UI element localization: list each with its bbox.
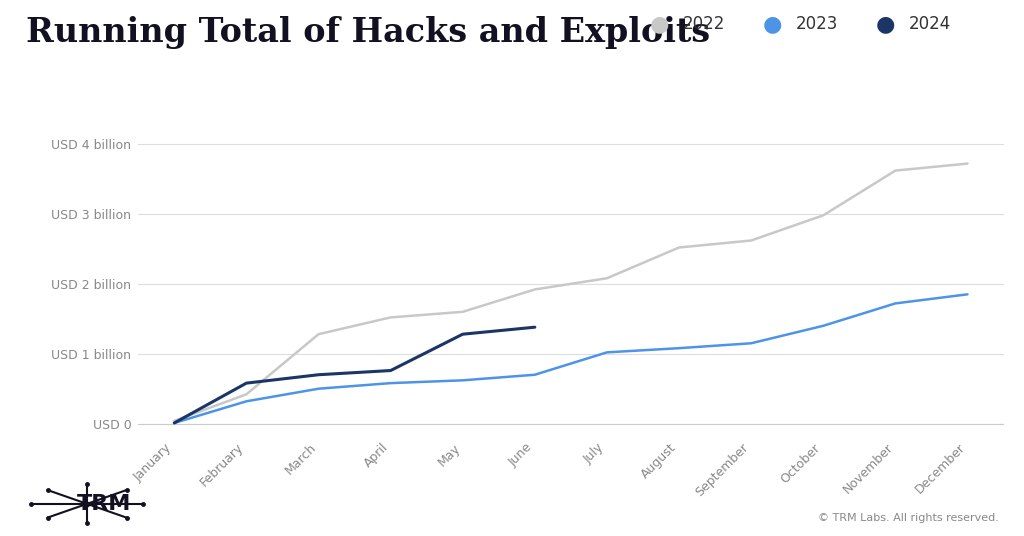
Text: ●: ● — [763, 14, 782, 34]
Text: 2022: 2022 — [683, 15, 725, 33]
Text: ●: ● — [650, 14, 670, 34]
Text: ●: ● — [876, 14, 895, 34]
Text: TRM: TRM — [77, 494, 132, 514]
Text: © TRM Labs. All rights reserved.: © TRM Labs. All rights reserved. — [817, 512, 998, 523]
Text: 2024: 2024 — [908, 15, 950, 33]
Text: Running Total of Hacks and Exploits: Running Total of Hacks and Exploits — [26, 16, 710, 49]
Text: 2023: 2023 — [796, 15, 838, 33]
